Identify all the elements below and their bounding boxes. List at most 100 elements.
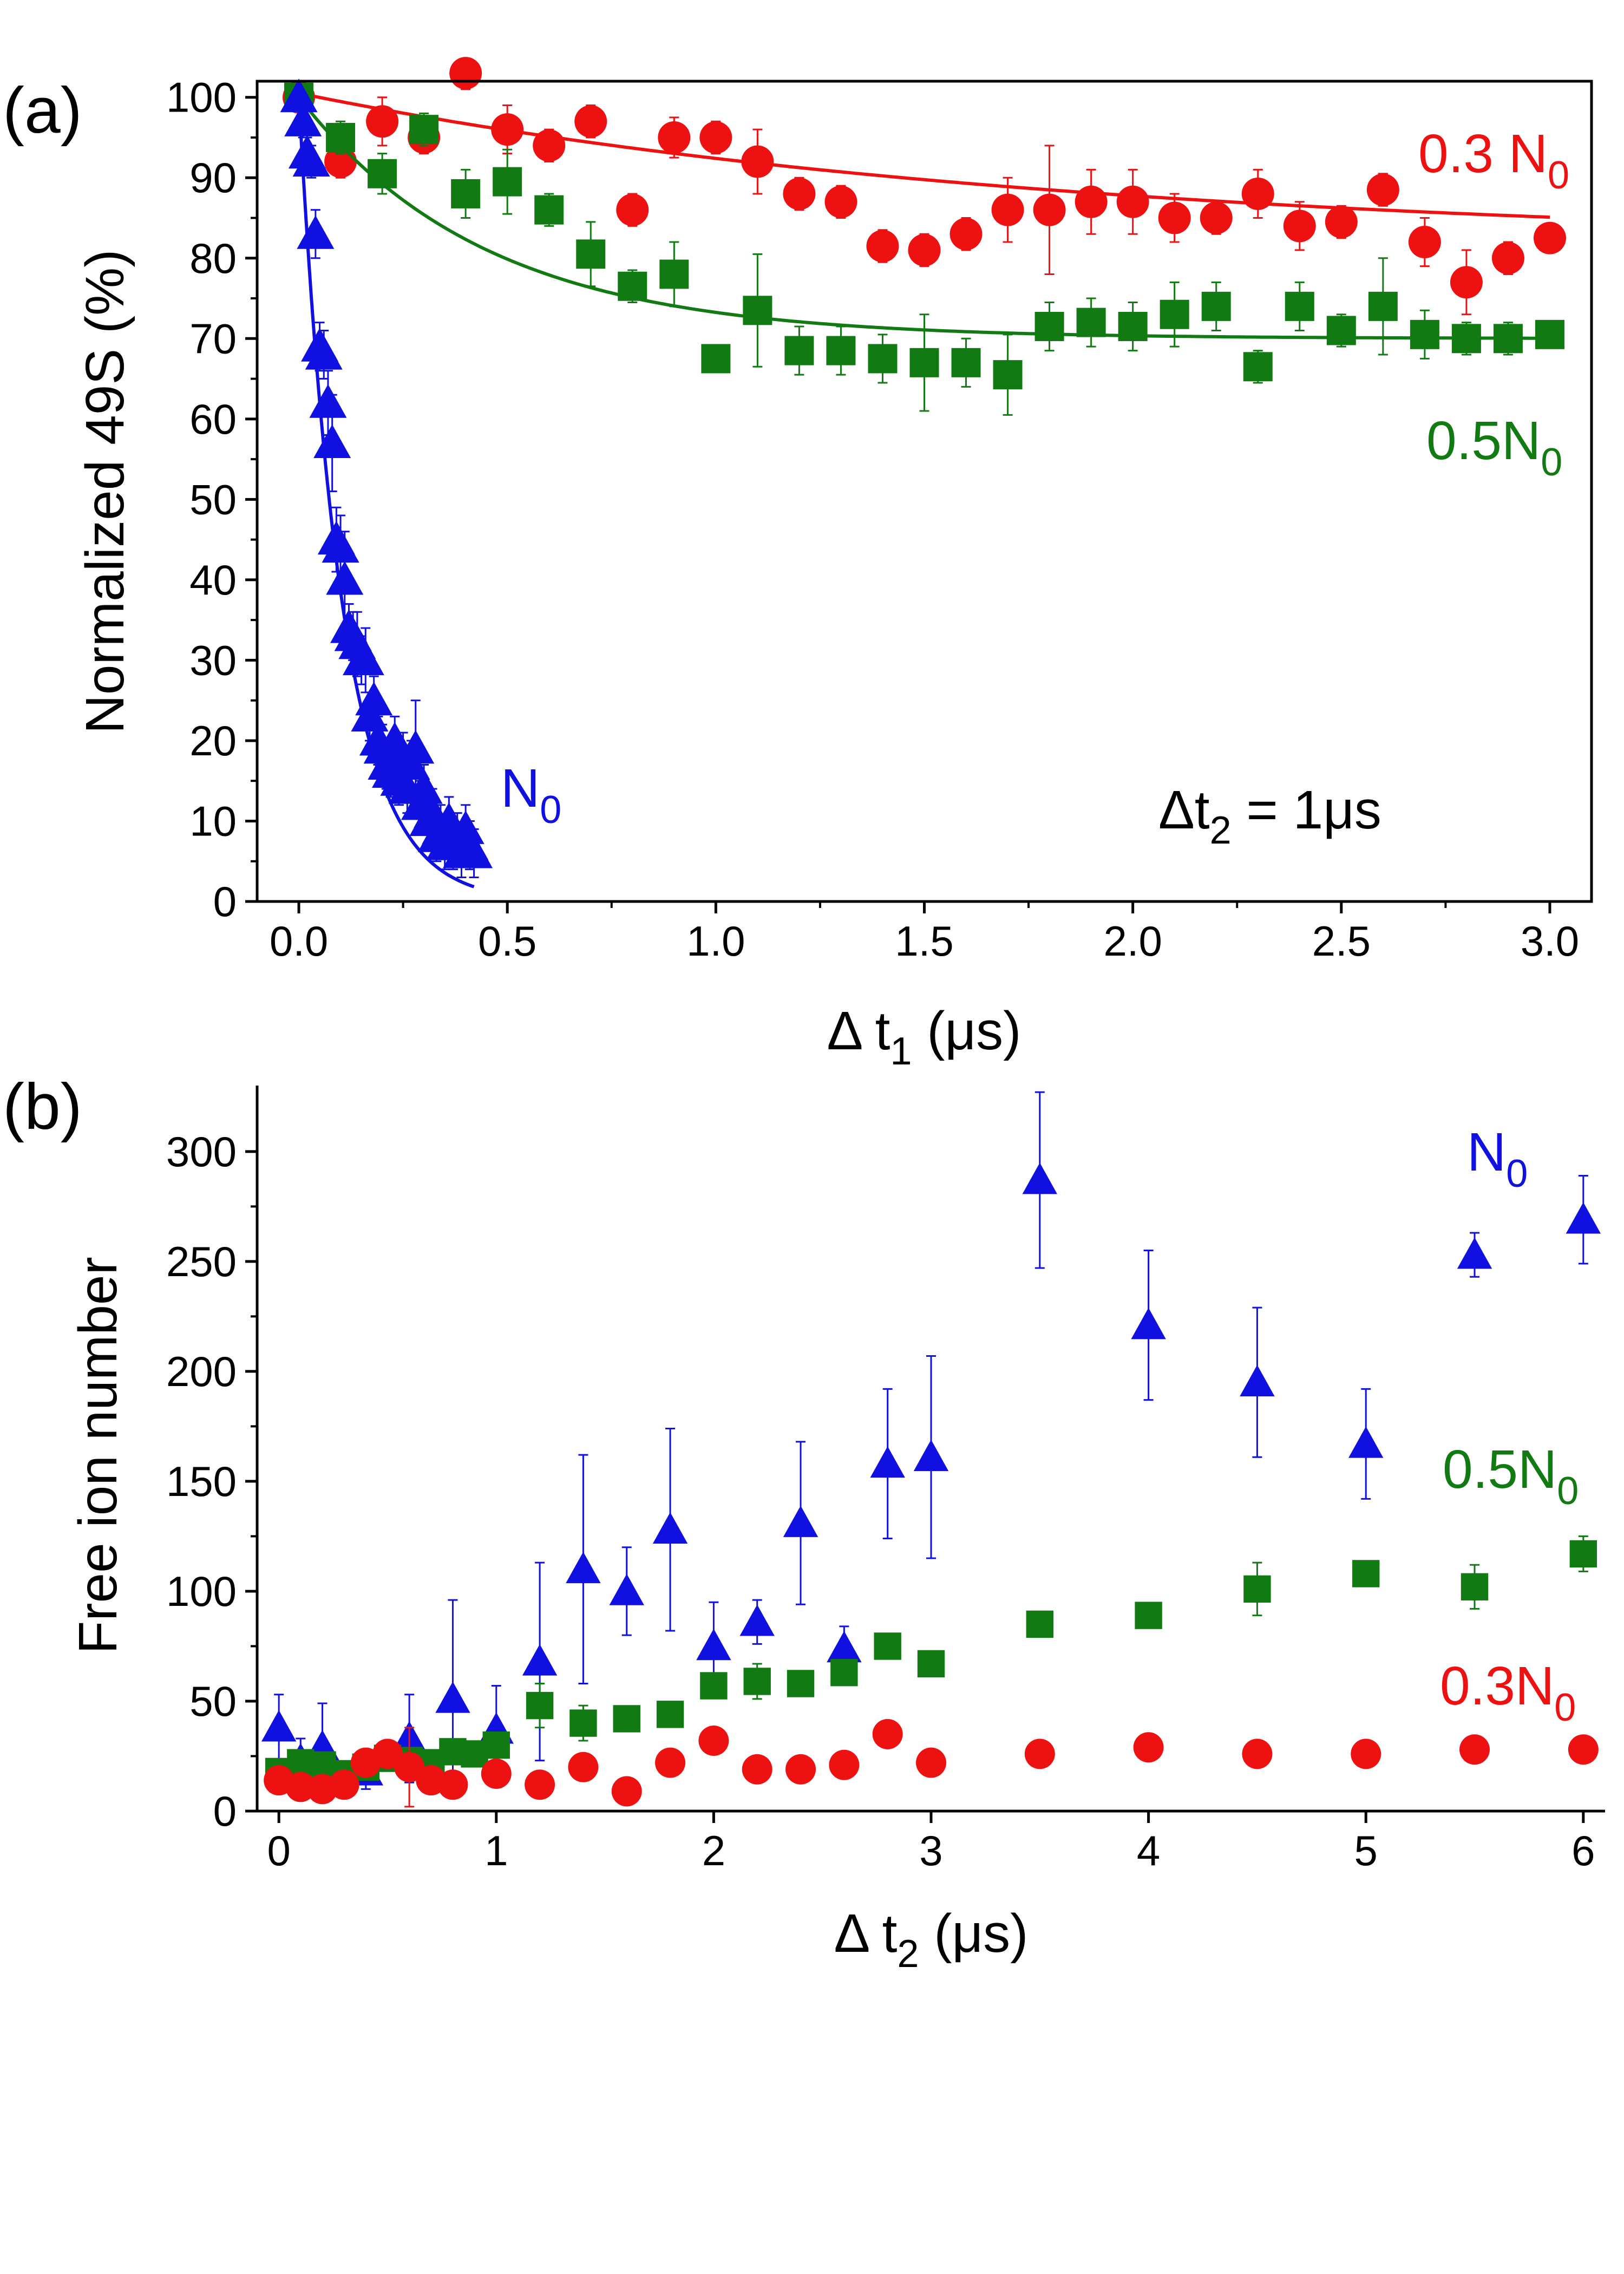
- panel-b-data-point: [652, 1512, 688, 1544]
- panel-b-label-n0-main: N: [1467, 1122, 1506, 1182]
- panel-a-data-point: [826, 336, 856, 365]
- panel-a-series: [280, 57, 1566, 888]
- panel-a-data-point: [1285, 291, 1314, 321]
- panel-a-data-point: [1450, 266, 1483, 299]
- panel-b-data-point: [1457, 1237, 1492, 1269]
- panel-b-data-point: [611, 1776, 642, 1807]
- panel-a-y-tick-label: 80: [189, 234, 237, 282]
- panel-a-data-point: [313, 424, 351, 458]
- panel-b-x-tick-label: 6: [1571, 1827, 1595, 1874]
- panel-a-data-point: [284, 102, 322, 136]
- panel-a-data-point: [326, 561, 364, 595]
- panel-a-data-point: [1491, 241, 1524, 275]
- panel-b-data-point: [568, 1752, 599, 1782]
- panel-a-label-0-3n0: 0.3 N0: [1418, 123, 1569, 197]
- panel-a-data-point: [783, 177, 816, 210]
- panel-b-y-axis-label: Free ion number: [68, 1257, 128, 1654]
- panel-a-data-point: [368, 159, 397, 188]
- panel-a-data-point: [866, 230, 899, 263]
- panel-a-label-0-5n0-subscript: 0: [1541, 441, 1562, 484]
- panel-a-data-point: [949, 218, 983, 251]
- panel-b-data-point: [566, 1552, 601, 1584]
- panel-b-data-point: [372, 1739, 403, 1769]
- panel-a-x-tick-label: 0.5: [478, 917, 536, 965]
- panel-b-y-tick-label: 300: [166, 1128, 237, 1175]
- panel-a-x-ticks: 0.0 0.5 1.0 1.5 2.0 2.5 3.0: [270, 901, 1579, 965]
- panel-a-data-point: [1533, 221, 1566, 254]
- panel-a-data-point: [1408, 226, 1441, 259]
- panel-b-data-point: [1351, 1739, 1381, 1769]
- panel-b-x-tick-label: 4: [1137, 1827, 1160, 1874]
- panel-b-label-0-5n0-main: 0.5N: [1443, 1439, 1557, 1500]
- panel-b-data-point: [1566, 1202, 1601, 1234]
- panel-b-y-tick-label: 50: [189, 1677, 237, 1725]
- panel-b-label-n0: N0: [1467, 1122, 1528, 1195]
- panel-b-data-point: [1568, 1734, 1599, 1765]
- panel-a-data-point: [743, 296, 772, 325]
- panel-b-series-2: [264, 1718, 1599, 1808]
- panel-b-data-point: [830, 1658, 858, 1687]
- panel-a-data-point: [346, 641, 384, 676]
- panel-a-label-n0-main: N: [501, 758, 540, 819]
- panel-a-data-point: [1283, 210, 1316, 243]
- panel-b-data-point: [656, 1701, 684, 1728]
- panel-a-data-point: [455, 834, 493, 868]
- panel-a-data-point: [491, 113, 524, 146]
- panel-b-data-point: [1352, 1560, 1380, 1587]
- panel-b-data-point: [870, 1446, 905, 1478]
- panel-b-data-point: [522, 1644, 558, 1676]
- panel-a-data-point: [1451, 324, 1481, 354]
- panel-b-data-point: [874, 1632, 901, 1660]
- panel-a-y-tick-label: 10: [189, 797, 237, 845]
- panel-a-data-point: [1241, 177, 1274, 210]
- panel-b-x-tick-label: 0: [267, 1827, 290, 1874]
- panel-a-data-point: [658, 121, 691, 154]
- panel-a-label-0-5n0: 0.5N0: [1426, 410, 1562, 484]
- panel-b-data-point: [1135, 1602, 1162, 1629]
- panel-b-x-axis-label-subscript: 2: [897, 1932, 919, 1976]
- panel-a-label-0-3n0-main: 0.3 N: [1418, 123, 1548, 184]
- panel-a-data-point: [533, 129, 566, 162]
- panel-b-data-point: [696, 1629, 731, 1661]
- panel-a-data-point: [1368, 291, 1398, 321]
- panel-b-data-point: [785, 1754, 816, 1785]
- panel-a-y-axis-label: Normalized 49S (%): [75, 250, 135, 734]
- panel-b-data-point: [1348, 1426, 1384, 1458]
- panel-a-annotation-value: = 1μs: [1232, 780, 1381, 840]
- panel-a-x-tick-label: 2.5: [1312, 917, 1371, 965]
- panel-a-x-axis-label-prefix: Δ t: [827, 1001, 890, 1061]
- panel-a-data-point: [576, 239, 606, 269]
- panel-b-data-point: [482, 1731, 510, 1759]
- panel-b-data-point: [1131, 1308, 1166, 1339]
- panel-b-data-point: [1240, 1364, 1275, 1396]
- panel-a-annotation: Δt2 = 1μs: [1158, 780, 1381, 852]
- panel-a-x-tick-label: 1.5: [895, 917, 953, 965]
- panel-a-label: (a): [3, 74, 82, 147]
- panel-b-label-0-5n0: 0.5N0: [1443, 1439, 1579, 1513]
- panel-a-annotation-prefix: Δt: [1158, 780, 1210, 840]
- panel-a-data-point: [909, 348, 939, 377]
- panel-a-data-point: [574, 105, 607, 138]
- panel-a-data-point: [659, 259, 689, 289]
- panel-a-data-point: [1116, 185, 1149, 218]
- panel-b-x-axis-label-unit: (μs): [919, 1903, 1028, 1964]
- panel-a-y-tick-label: 20: [189, 717, 237, 764]
- panel-a-data-point: [741, 145, 774, 178]
- panel-a-data-point: [699, 121, 732, 154]
- panel-a-series-0: [283, 57, 1566, 316]
- panel-a-y-tick-label: 70: [189, 315, 237, 362]
- panel-a-data-point: [1118, 312, 1148, 342]
- panel-a-data-point: [397, 730, 435, 764]
- panel-a-x-tick-label: 3.0: [1521, 917, 1579, 965]
- panel-a-data-point: [824, 185, 857, 218]
- panel-a-data-point: [280, 79, 318, 113]
- panel-a-x-tick-label: 1.0: [686, 917, 745, 965]
- panel-b-data-point: [437, 1769, 468, 1800]
- panel-b-data-point: [1024, 1739, 1055, 1769]
- panel-b-label-n0-subscript: 0: [1506, 1152, 1528, 1195]
- panel-a-annotation-subscript: 2: [1210, 809, 1232, 852]
- panel-b-data-point: [569, 1709, 597, 1737]
- panel-b-data-point: [1026, 1610, 1054, 1638]
